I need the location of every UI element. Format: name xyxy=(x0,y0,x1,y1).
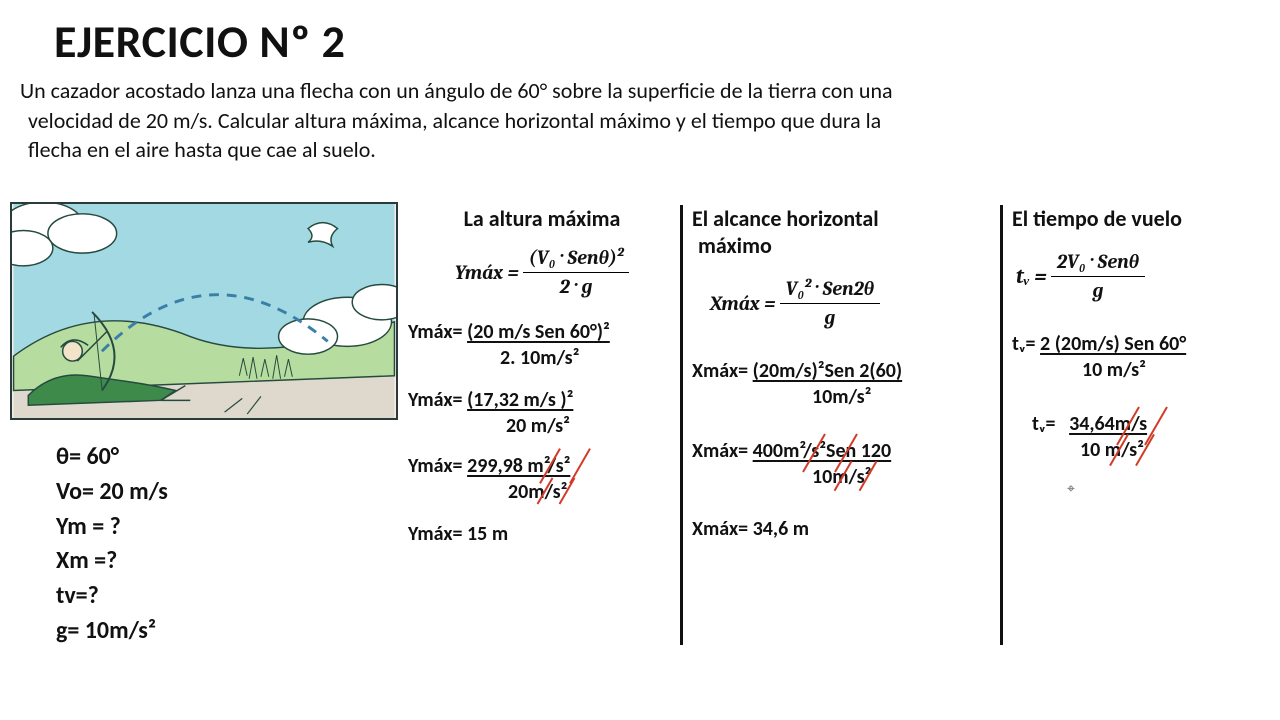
xmax-step2: Xmáx= 400m²/s²Sen 120 10m/s² xyxy=(692,439,992,489)
xmax-step1-lhs: Xmáx= xyxy=(692,359,748,383)
problem-line-2: velocidad de 20 m/s. Calcular altura máx… xyxy=(20,106,1220,136)
mouse-cursor-icon: ⌖ xyxy=(1067,480,1075,497)
column-divider-2 xyxy=(1000,205,1003,645)
given-g: g= 10m/s² xyxy=(56,614,168,649)
ymax-step3-lhs: Ymáx= xyxy=(408,454,463,478)
tv-formula: tᵥ = 2V₀ · Senθ g xyxy=(1016,250,1272,302)
given-xm: Xm =? xyxy=(56,544,168,579)
xmax-step2-lhs: Xmáx= xyxy=(692,439,748,463)
tv-step1-num: 2 (20m/s) Sen 60° xyxy=(1040,332,1186,356)
given-vo: Vo= 20 m/s xyxy=(56,475,168,510)
ymax-step2-den: 20 m/s² xyxy=(506,414,676,438)
ymax-result: Ymáx= 15 m xyxy=(408,522,676,546)
xmax-step1-den: 10m/s² xyxy=(812,385,992,409)
xmax-formula-lhs: Xmáx = xyxy=(710,292,776,315)
ymax-formula-num: (V₀ · Senθ)² xyxy=(523,246,629,273)
ymax-step1-den: 2. 10m/s² xyxy=(500,346,676,370)
xmax-formula-num: V₀² · Sen2θ xyxy=(780,277,881,304)
ymax-step1-lhs: Ymáx= xyxy=(408,320,463,344)
tv-step1-den: 10 m/s² xyxy=(1082,358,1272,382)
xmax-title-2: máximo xyxy=(698,232,992,259)
column-divider-1 xyxy=(680,205,683,645)
problem-line-1: Un cazador acostado lanza una flecha con… xyxy=(20,76,1220,106)
problem-line-3: flecha en el aire hasta que cae al suelo… xyxy=(20,135,1220,165)
ymax-formula: Ymáx = (V₀ · Senθ)² 2 · g xyxy=(408,246,676,298)
problem-statement: Un cazador acostado lanza una flecha con… xyxy=(20,76,1220,165)
given-values: θ= 60° Vo= 20 m/s Ym = ? Xm =? tv=? g= 1… xyxy=(56,440,168,649)
tv-step2: tᵥ= 34,64m/s 10 m/s² xyxy=(1032,412,1272,462)
tv-step2-num: 34,64m/s xyxy=(1069,412,1147,436)
xmax-formula: Xmáx = V₀² · Sen2θ g xyxy=(710,277,992,329)
xmax-step1-num: (20m/s)²Sen 2(60) xyxy=(753,359,902,383)
page-title: EJERCICIO Nº 2 xyxy=(54,14,345,70)
ymax-formula-lhs: Ymáx = xyxy=(455,261,519,284)
ymax-title: La altura máxima xyxy=(408,205,676,232)
tv-step1: tᵥ= 2 (20m/s) Sen 60° 10 m/s² xyxy=(1012,332,1272,382)
ymax-formula-den: 2 · g xyxy=(560,273,593,298)
tv-title: El tiempo de vuelo xyxy=(1012,205,1272,232)
tv-formula-den: g xyxy=(1093,277,1104,302)
xmax-formula-den: g xyxy=(824,304,835,329)
tv-step2-lhs: tᵥ= xyxy=(1032,412,1056,436)
ymax-step2: Ymáx= (17,32 m/s )² 20 m/s² xyxy=(408,388,676,438)
column-tv: El tiempo de vuelo tᵥ = 2V₀ · Senθ g tᵥ=… xyxy=(1012,205,1272,466)
archer-scene-svg xyxy=(12,204,396,418)
ymax-step1: Ymáx= (20 m/s Sen 60°)² 2. 10m/s² xyxy=(408,320,676,370)
ymax-step2-lhs: Ymáx= xyxy=(408,388,463,412)
ymax-step3: Ymáx= 299,98 m²/s² 20m/s² xyxy=(408,454,676,504)
tv-formula-lhs: tᵥ = xyxy=(1016,263,1047,289)
tv-step1-lhs: tᵥ= xyxy=(1012,332,1036,356)
xmax-step2-num: 400m²/s²Sen 120 xyxy=(753,439,892,463)
ymax-step2-num: (17,32 m/s )² xyxy=(467,388,573,412)
xmax-result: Xmáx= 34,6 m xyxy=(692,517,992,541)
tv-formula-num: 2V₀ · Senθ xyxy=(1051,250,1145,277)
xmax-step1: Xmáx= (20m/s)²Sen 2(60) 10m/s² xyxy=(692,359,992,409)
xmax-title-1: El alcance horizontal xyxy=(692,205,992,232)
given-tv: tv=? xyxy=(56,579,168,614)
archer-illustration xyxy=(10,202,398,420)
given-theta: θ= 60° xyxy=(56,440,168,475)
given-ym: Ym = ? xyxy=(56,510,168,545)
ymax-step1-num: (20 m/s Sen 60°)² xyxy=(467,320,610,344)
column-xmax: El alcance horizontal máximo Xmáx = V₀² … xyxy=(692,205,992,545)
column-ymax: La altura máxima Ymáx = (V₀ · Senθ)² 2 ·… xyxy=(408,205,676,550)
